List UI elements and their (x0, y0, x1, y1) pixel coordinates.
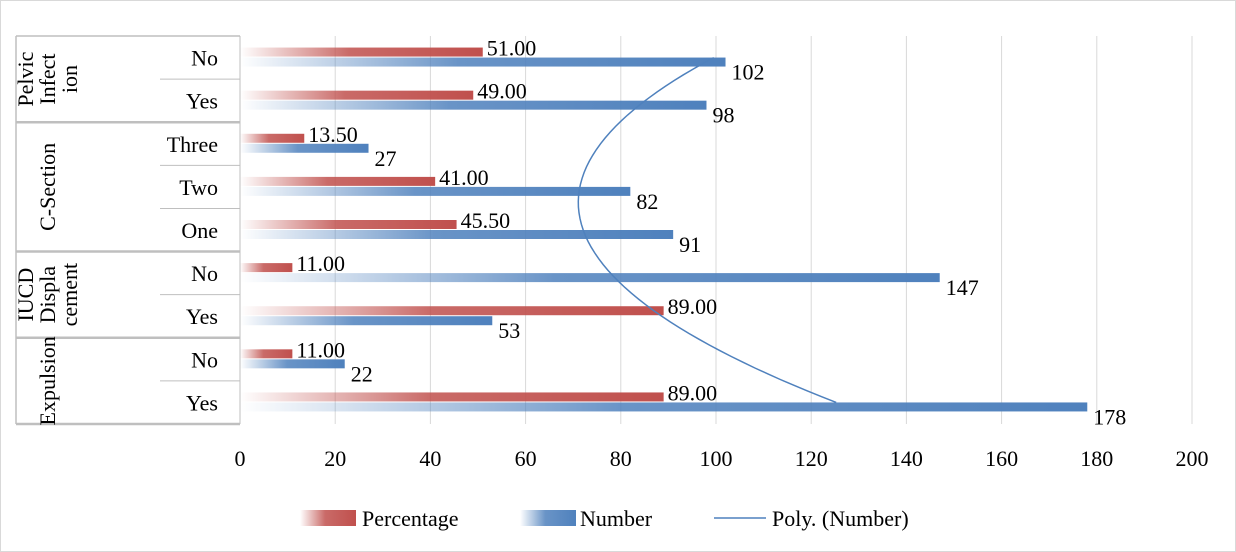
group-label-line: C-Section (35, 143, 60, 231)
category-label: No (191, 46, 218, 71)
category-label: Yes (186, 304, 218, 329)
x-tick-label: 20 (324, 446, 346, 471)
data-label-percentage: 11.00 (296, 337, 345, 362)
category-label: Three (167, 132, 218, 157)
group-label: Expulsion (35, 336, 60, 425)
bar-percentage (240, 263, 293, 273)
category-label: Yes (186, 390, 218, 415)
bar-percentage (240, 392, 664, 402)
group-label-line: Displa (35, 266, 60, 324)
data-label-percentage: 45.50 (461, 208, 511, 233)
data-label-number: 178 (1093, 404, 1126, 429)
category-label: Yes (186, 89, 218, 114)
bar-number (240, 143, 369, 153)
legend-label-trendline: Poly. (Number) (772, 506, 909, 531)
x-tick-label: 160 (985, 446, 1018, 471)
group-label-line: ion (57, 65, 82, 93)
x-tick-label: 200 (1176, 446, 1209, 471)
x-tick-label: 140 (890, 446, 923, 471)
data-label-number: 82 (636, 189, 658, 214)
data-label-percentage: 11.00 (296, 251, 345, 276)
group-label-line: Infect (35, 53, 60, 104)
group-label-line: Pelvic (13, 51, 38, 106)
group-label-line: Expulsion (35, 336, 60, 425)
bar-number (240, 57, 726, 67)
x-tick-label: 80 (610, 446, 632, 471)
bar-percentage (240, 220, 457, 229)
data-label-percentage: 41.00 (439, 165, 489, 190)
data-label-number: 27 (375, 146, 397, 171)
category-label: No (191, 347, 218, 372)
bar-number (240, 230, 674, 239)
bar-percentage (240, 306, 664, 316)
bar-percentage (240, 349, 293, 359)
legend-swatch-number (520, 510, 576, 526)
x-tick-label: 0 (235, 446, 246, 471)
group-label-line: cement (57, 263, 82, 327)
legend-label-percentage: Percentage (362, 506, 459, 531)
x-tick-label: 60 (515, 446, 537, 471)
data-label-percentage: 51.00 (487, 36, 537, 61)
bar-number (240, 186, 631, 196)
data-label-number: 91 (679, 232, 701, 257)
bar-number (240, 359, 345, 369)
data-label-percentage: 89.00 (668, 380, 718, 405)
category-label: No (191, 261, 218, 286)
bar-number (240, 316, 493, 326)
group-label: C-Section (35, 143, 60, 231)
data-label-percentage: 13.50 (308, 122, 358, 147)
data-label-number: 102 (732, 60, 765, 85)
bar-number (240, 100, 707, 110)
bar-percentage (240, 133, 305, 143)
bar-number (240, 402, 1088, 412)
data-label-number: 147 (946, 275, 979, 300)
x-tick-label: 180 (1080, 446, 1113, 471)
trendline-number (577, 56, 837, 404)
legend-swatch-percentage (300, 510, 356, 526)
group-label: IUCDDisplacement (13, 263, 82, 327)
data-label-number: 53 (498, 318, 520, 343)
category-label: One (181, 218, 218, 243)
bar-percentage (240, 47, 483, 57)
group-label-line: IUCD (13, 268, 38, 322)
x-tick-label: 120 (795, 446, 828, 471)
group-label: PelvicInfection (13, 51, 82, 106)
legend-label-number: Number (580, 506, 653, 531)
bar-percentage (240, 90, 474, 100)
bar-number (240, 273, 940, 283)
bar-percentage (240, 176, 436, 186)
data-label-number: 22 (351, 361, 373, 386)
x-tick-label: 100 (700, 446, 733, 471)
data-label-number: 98 (712, 103, 734, 128)
category-label: Two (179, 175, 218, 200)
data-label-percentage: 89.00 (668, 294, 718, 319)
data-label-percentage: 49.00 (477, 79, 527, 104)
x-tick-label: 40 (419, 446, 441, 471)
